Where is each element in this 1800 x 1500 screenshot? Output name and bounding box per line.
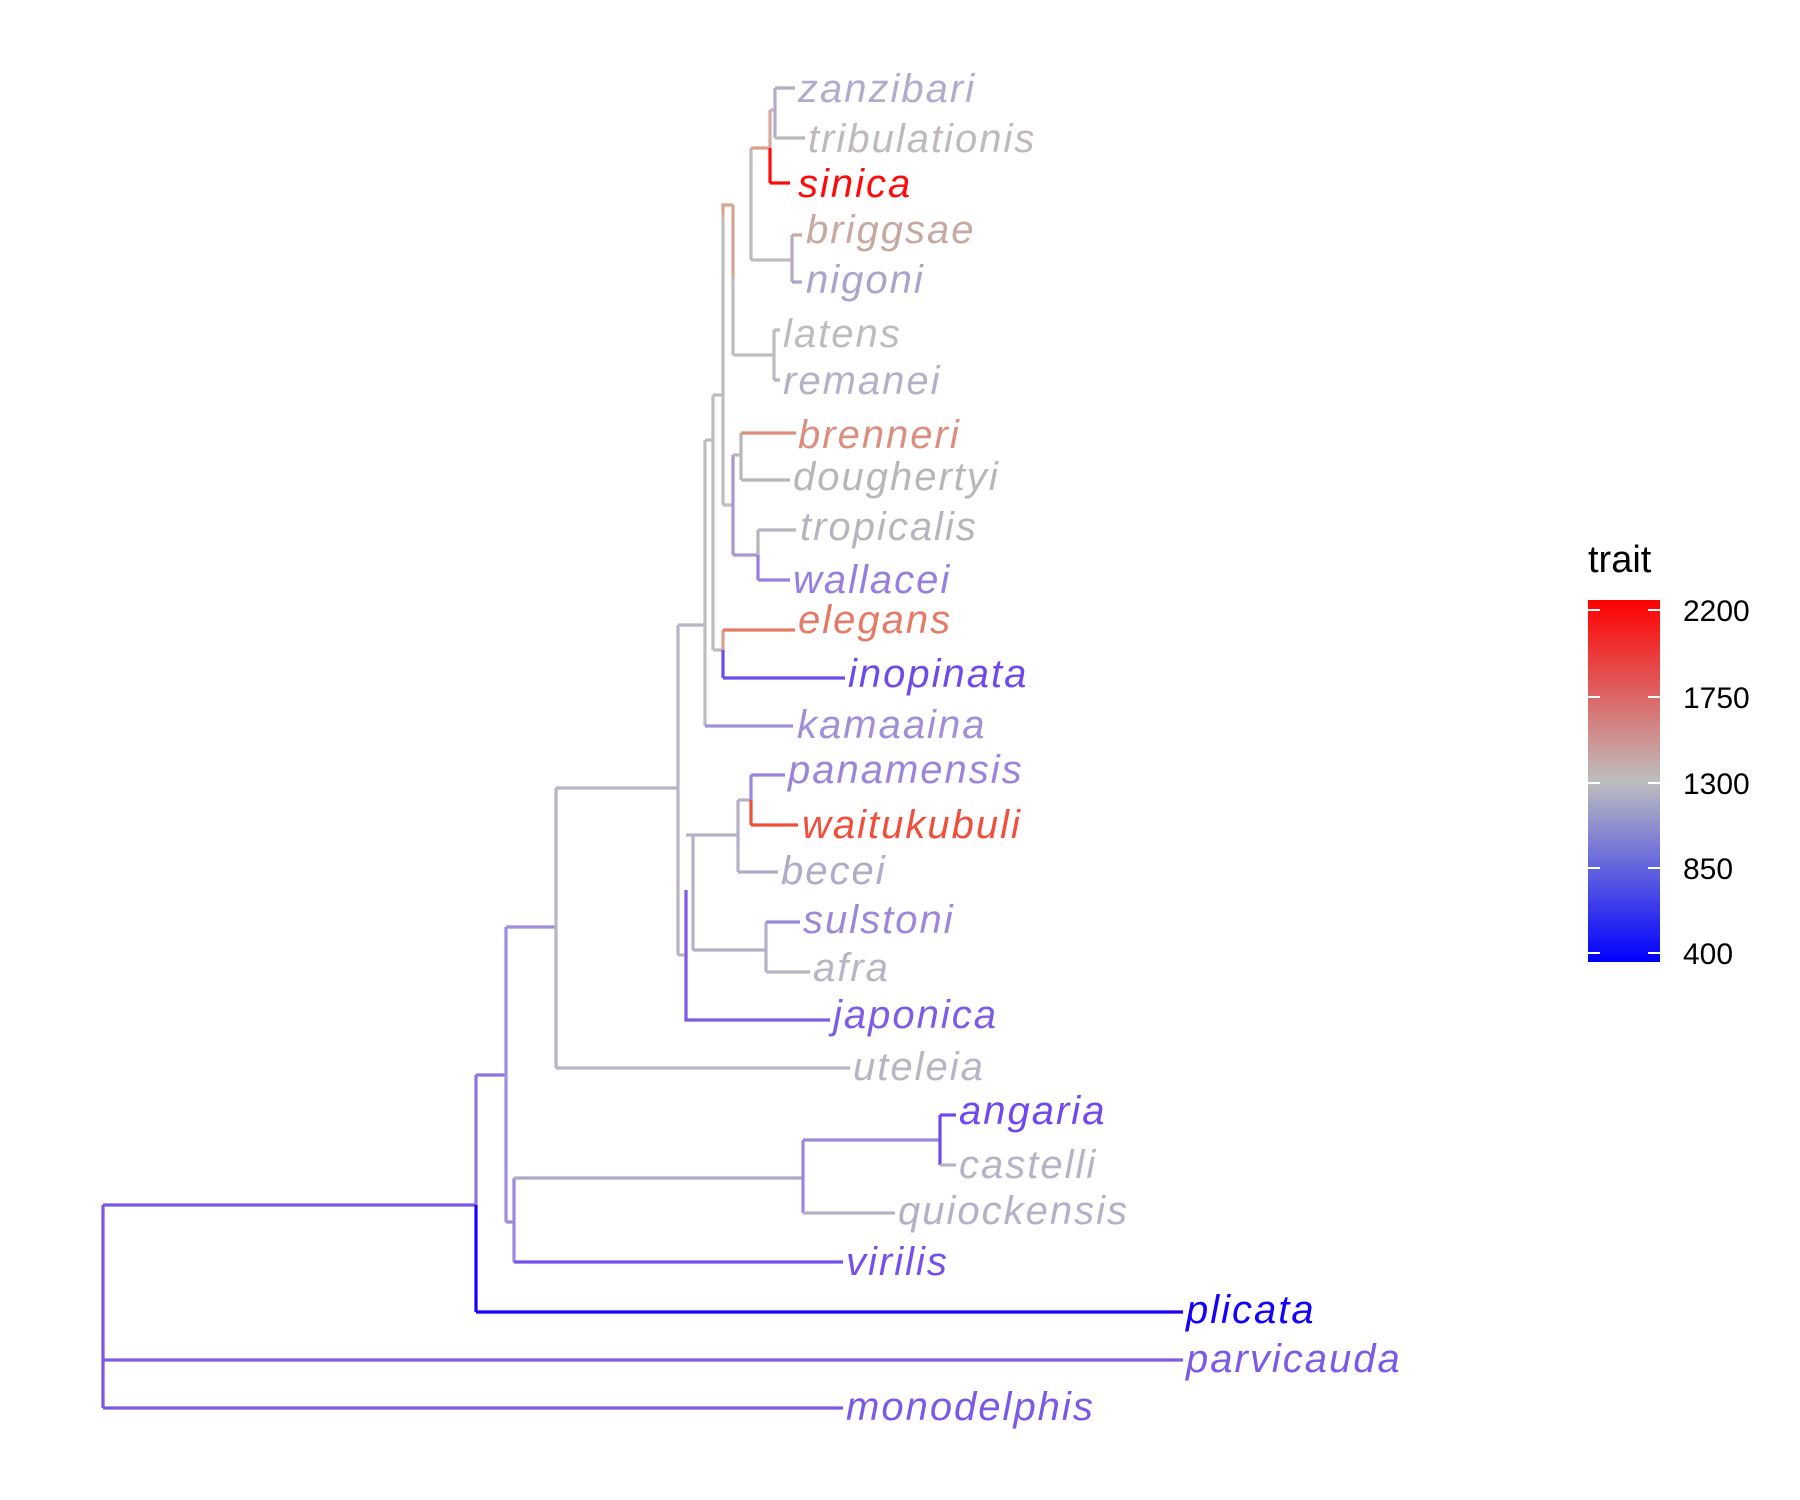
tip-label-uteleia: uteleia — [853, 1045, 985, 1089]
tip-label-latens: latens — [783, 312, 902, 356]
tip-label-tropicalis: tropicalis — [800, 505, 978, 549]
tip-label-virilis: virilis — [846, 1240, 949, 1284]
tip-label-doughertyi: doughertyi — [793, 455, 1000, 499]
tip-label-tribulationis: tribulationis — [808, 117, 1036, 161]
tip-label-panamensis: panamensis — [787, 748, 1024, 792]
tip-label-quiockensis: quiockensis — [898, 1189, 1129, 1233]
legend-label-400: 400 — [1683, 938, 1733, 971]
legend-label-2200: 2200 — [1683, 595, 1750, 628]
legend-label-850: 850 — [1683, 853, 1733, 886]
tip-label-castelli: castelli — [959, 1143, 1097, 1187]
trait-legend: trait 2200 1750 1300 850 400 — [1588, 539, 1750, 971]
tip-label-brenneri: brenneri — [798, 413, 961, 457]
legend-label-1300: 1300 — [1683, 768, 1750, 801]
tip-label-elegans: elegans — [798, 598, 952, 642]
tip-label-kamaaina: kamaaina — [797, 703, 986, 747]
tip-label-angaria: angaria — [959, 1089, 1106, 1133]
legend-colorbar — [1588, 600, 1660, 962]
legend-title: trait — [1588, 539, 1652, 581]
tip-label-briggsae: briggsae — [806, 208, 975, 252]
tip-label-afra: afra — [813, 946, 890, 990]
tip-label-inopinata: inopinata — [848, 652, 1028, 696]
tip-label-sinica: sinica — [798, 162, 912, 206]
tip-label-plicata: plicata — [1185, 1288, 1316, 1332]
tip-labels: zanzibari tribulationis sinica briggsae … — [781, 67, 1402, 1429]
legend-label-1750: 1750 — [1683, 682, 1750, 715]
tip-label-remanei: remanei — [783, 359, 942, 403]
tip-label-monodelphis: monodelphis — [846, 1385, 1095, 1429]
tip-label-wallacei: wallacei — [793, 558, 951, 602]
tip-label-sulstoni: sulstoni — [803, 898, 955, 942]
tip-label-nigoni: nigoni — [806, 258, 925, 302]
tip-label-becei: becei — [781, 849, 887, 893]
tip-label-japonica: japonica — [828, 993, 998, 1037]
tip-label-waitukubuli: waitukubuli — [802, 803, 1022, 847]
tip-label-zanzibari: zanzibari — [797, 67, 976, 111]
tip-label-parvicauda: parvicauda — [1185, 1337, 1402, 1381]
